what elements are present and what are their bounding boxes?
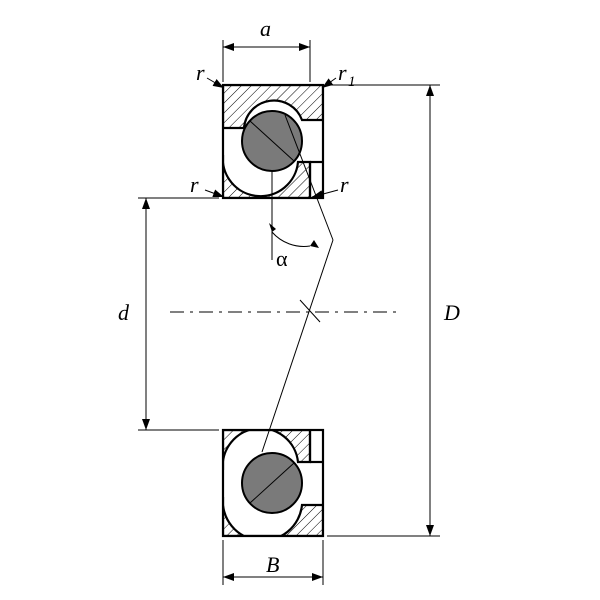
label-d: d: [118, 300, 130, 325]
label-r-right: r: [340, 172, 349, 197]
dim-a: [223, 40, 310, 82]
svg-text:1: 1: [348, 74, 356, 90]
label-B: B: [266, 552, 279, 577]
dim-d: [138, 198, 219, 430]
dim-D: [327, 85, 440, 536]
bearing-diagram: a r r 1 r r α d D B: [0, 0, 600, 600]
label-D: D: [443, 300, 460, 325]
svg-text:r: r: [338, 60, 347, 85]
label-r-left: r: [190, 172, 199, 197]
bottom-ring-section: [223, 428, 323, 540]
label-r-tl: r: [196, 60, 205, 85]
label-alpha: α: [276, 246, 288, 271]
label-a: a: [260, 16, 271, 41]
top-ring-section: [223, 85, 323, 198]
